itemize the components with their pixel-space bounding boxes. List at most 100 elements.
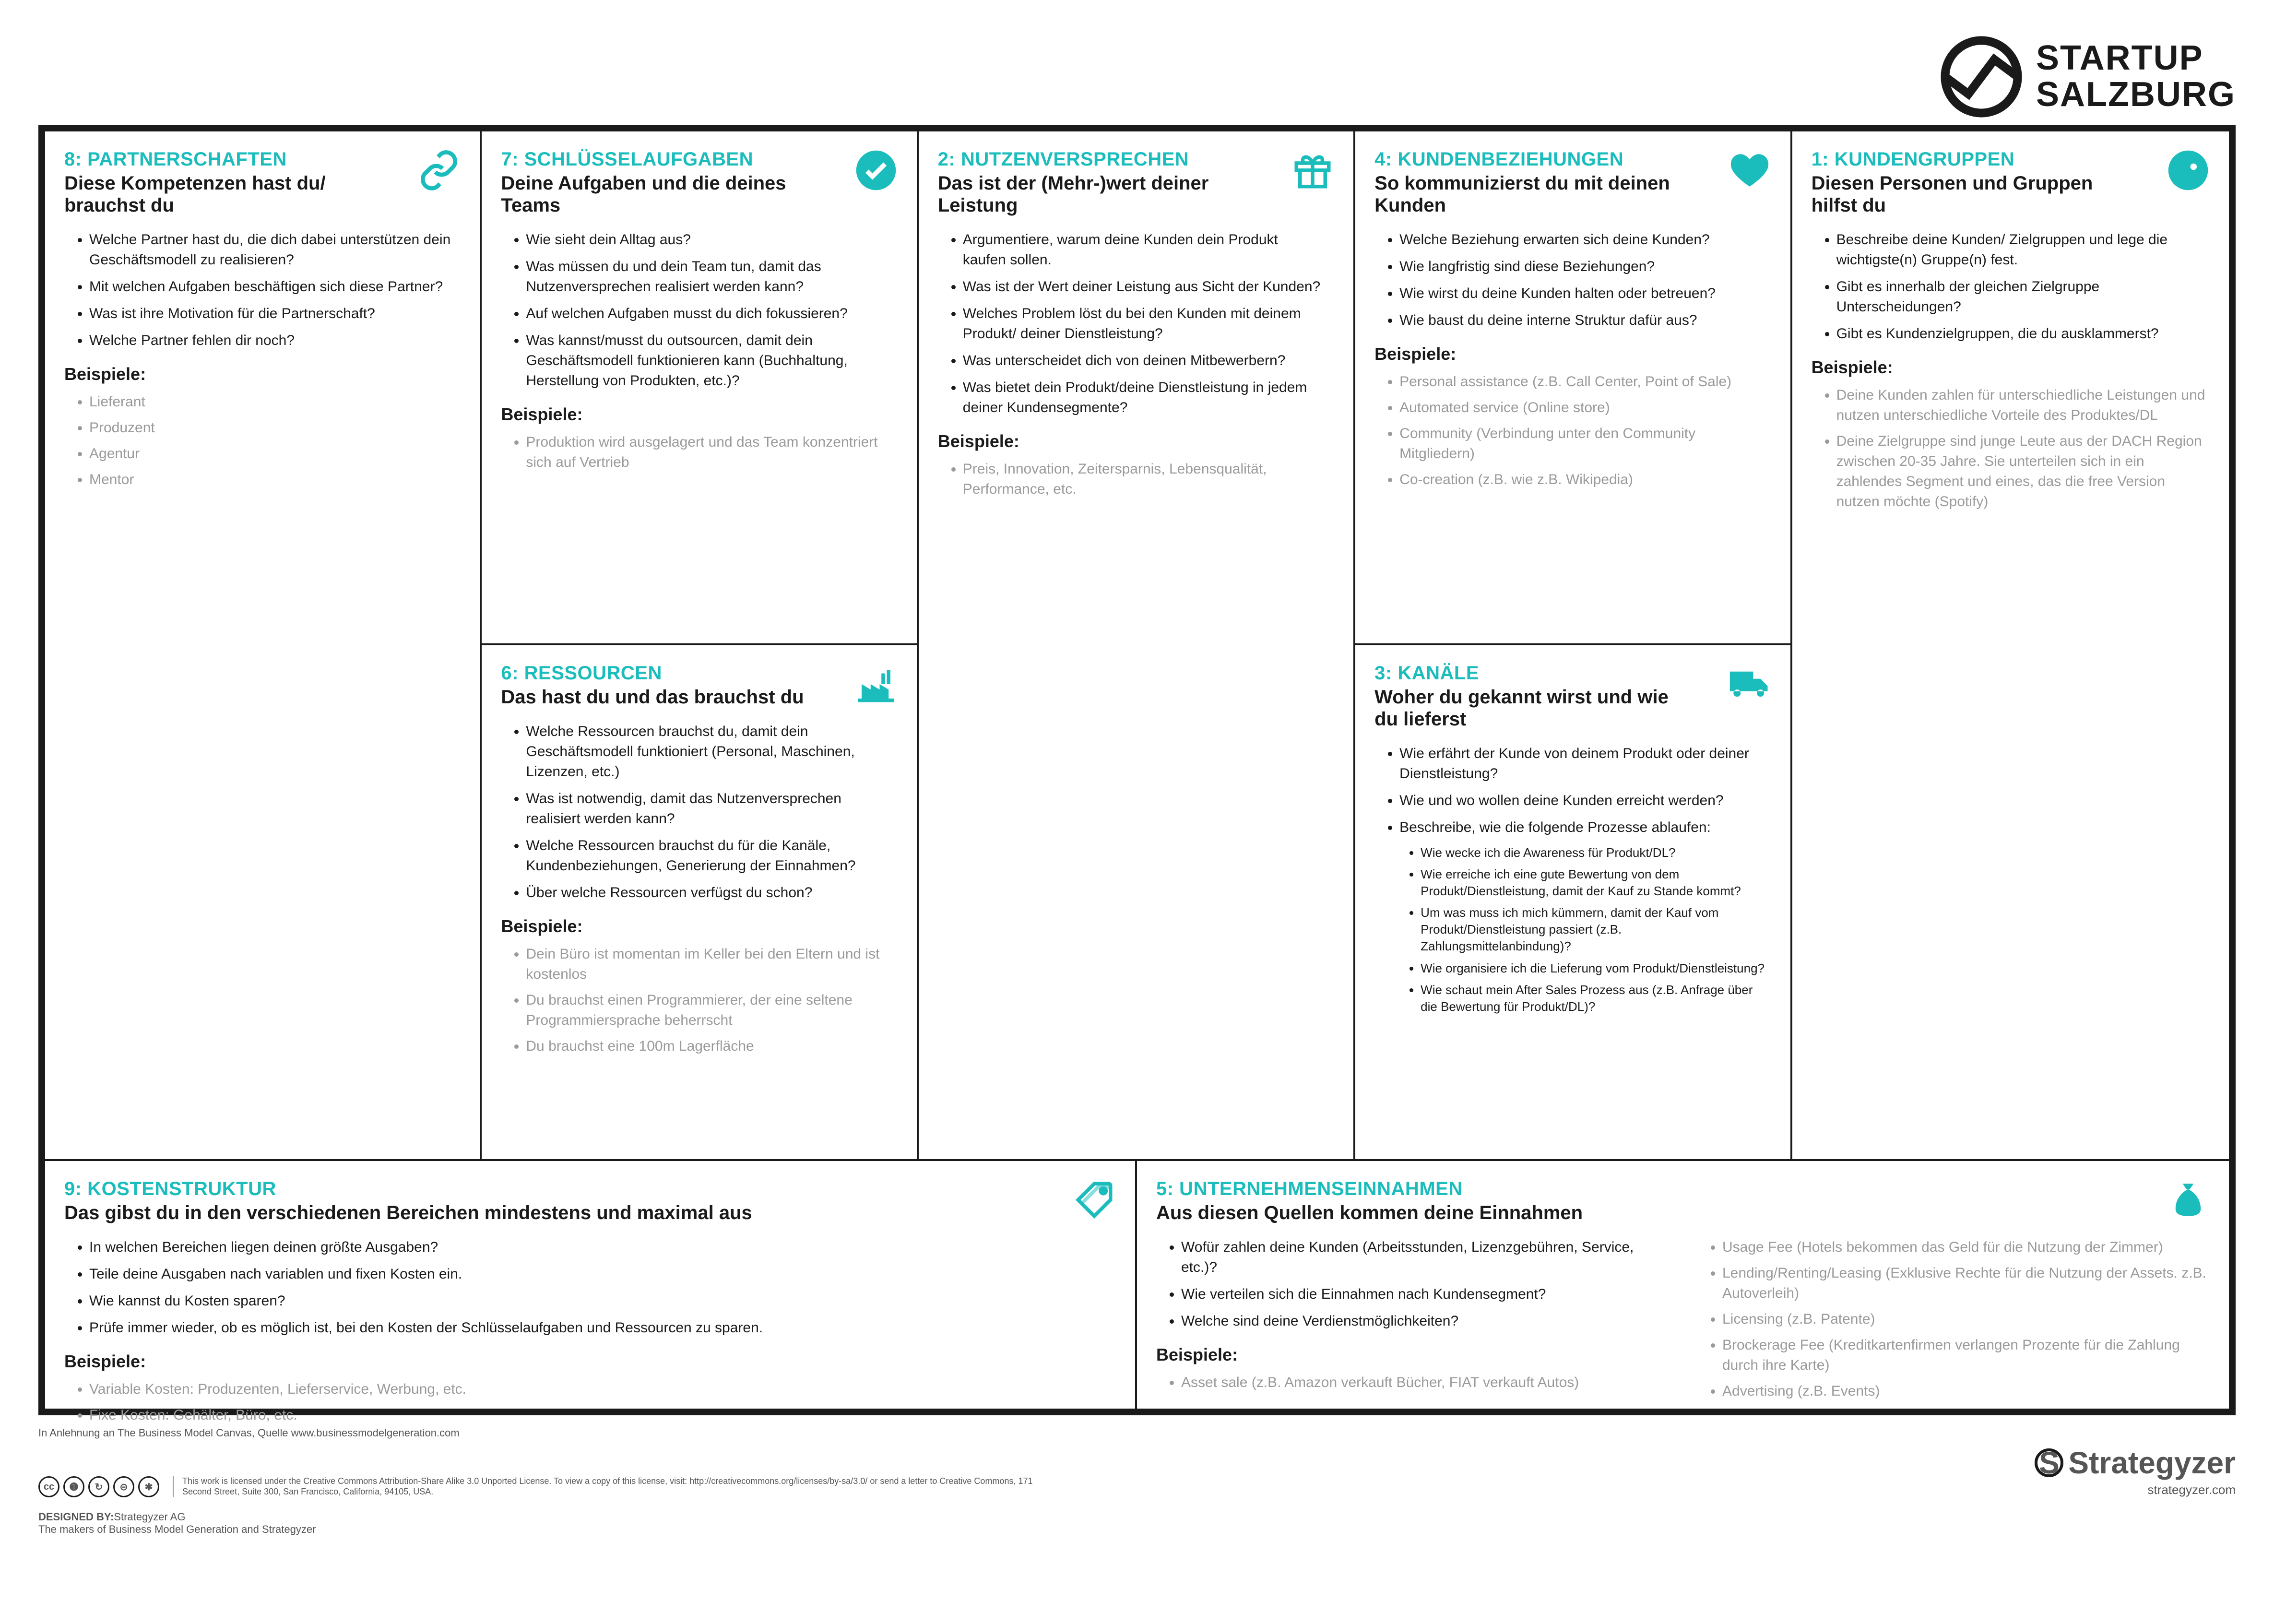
cc-icon: cc bbox=[38, 1476, 59, 1497]
header: STARTUP SALZBURG bbox=[38, 29, 2236, 125]
cell-subtitle: Das gibst du in den verschiedenen Bereic… bbox=[64, 1202, 1011, 1224]
business-model-canvas: 8: PARTNERSCHAFTEN Diese Kompetenzen has… bbox=[38, 125, 2236, 1415]
cell-title: 5: UNTERNEHMENSEINNAHMEN bbox=[1156, 1178, 2210, 1200]
brand-logo: STARTUP SALZBURG bbox=[1938, 34, 2236, 120]
list-item: Lieferant bbox=[89, 392, 461, 412]
list-item: Deine Zielgruppe sind junge Leute aus de… bbox=[1836, 431, 2210, 512]
list-item: Um was muss ich mich kümmern, damit der … bbox=[1421, 904, 1771, 955]
cell-title: 9: KOSTENSTRUKTUR bbox=[64, 1178, 1116, 1200]
list-item: Argumentiere, warum deine Kunden dein Pr… bbox=[963, 230, 1334, 270]
list-item: Gibt es innerhalb der gleichen Zielgrupp… bbox=[1836, 277, 2210, 317]
list-item: Welche Partner hast du, die dich dabei u… bbox=[89, 230, 461, 270]
list-item: Was bietet dein Produkt/deine Dienstleis… bbox=[963, 378, 1334, 418]
brand-line2: SALZBURG bbox=[2036, 77, 2236, 113]
list-item: Was unterscheidet dich von deinen Mitbew… bbox=[963, 351, 1334, 371]
examples-head: Beispiele: bbox=[1812, 357, 2210, 378]
list-item: Du brauchst eine 100m Lagerfläche bbox=[526, 1036, 897, 1056]
list-item: Wofür zahlen deine Kunden (Arbeitsstunde… bbox=[1181, 1237, 1669, 1278]
strategyzer-logo: S Strategyzer strategyzer.com bbox=[2035, 1445, 2236, 1497]
list-item: Was müssen du und dein Team tun, damit d… bbox=[526, 257, 897, 297]
list-item: Wie wecke ich die Awareness für Produkt/… bbox=[1421, 844, 1771, 861]
list-item: Wie erreiche ich eine gute Bewertung von… bbox=[1421, 866, 1771, 900]
cell-value-proposition: 2: NUTZENVERSPRECHEN Das ist der (Mehr-)… bbox=[919, 131, 1353, 1159]
footer-license: This work is licensed under the Creative… bbox=[173, 1476, 1036, 1497]
examples-list: Dein Büro ist momentan im Keller bei den… bbox=[526, 944, 897, 1056]
check-circle-icon bbox=[854, 149, 898, 194]
list-item: Gibt es Kundenzielgruppen, die du auskla… bbox=[1836, 324, 2210, 344]
cell-subtitle: Woher du gekannt wirst und wie du liefer… bbox=[1374, 686, 1692, 730]
strategyzer-url: strategyzer.com bbox=[2147, 1482, 2236, 1497]
list-item: Über welche Ressourcen verfügst du schon… bbox=[526, 883, 897, 903]
list-item: Brockerage Fee (Kreditkartenfirmen verla… bbox=[1722, 1335, 2210, 1375]
cell-subtitle: Das hast du und das brauchst du bbox=[501, 686, 818, 708]
list-item: Wie baust du deine interne Struktur dafü… bbox=[1399, 310, 1771, 331]
cell-subtitle: Deine Aufgaben und die deines Teams bbox=[501, 172, 818, 216]
question-list: Beschreibe deine Kunden/ Zielgruppen und… bbox=[1836, 230, 2210, 344]
examples-head: Beispiele: bbox=[1156, 1345, 1669, 1365]
list-item: Wie langfristig sind diese Beziehungen? bbox=[1399, 257, 1771, 277]
list-item: Welche Ressourcen brauchst du, damit dei… bbox=[526, 722, 897, 782]
cell-subtitle: Diesen Personen und Gruppen hilfst du bbox=[1812, 172, 2130, 216]
examples-list: Asset sale (z.B. Amazon verkauft Bücher,… bbox=[1181, 1373, 1669, 1393]
examples-head: Beispiele: bbox=[501, 404, 897, 425]
cell-subtitle: So kommunizierst du mit deinen Kunden bbox=[1374, 172, 1692, 216]
cell-title: 4: KUNDENBEZIEHUNGEN bbox=[1374, 149, 1771, 170]
user-icon bbox=[2167, 149, 2210, 194]
cell-title: 6: RESSOURCEN bbox=[501, 663, 897, 684]
list-item: Welche Partner fehlen dir noch? bbox=[89, 331, 461, 351]
list-item: Wie wirst du deine Kunden halten oder be… bbox=[1399, 284, 1771, 304]
list-item: Variable Kosten: Produzenten, Lieferserv… bbox=[89, 1379, 1116, 1399]
cell-title: 1: KUNDENGRUPPEN bbox=[1812, 149, 2210, 170]
list-item: Licensing (z.B. Patente) bbox=[1722, 1309, 2210, 1329]
examples-list: Produktion wird ausgelagert und das Team… bbox=[526, 432, 897, 473]
gift-icon bbox=[1291, 149, 1334, 194]
examples-head: Beispiele: bbox=[938, 431, 1334, 451]
list-item: Auf welchen Aufgaben musst du dich fokus… bbox=[526, 304, 897, 324]
cc-nd-icon: ⊝ bbox=[113, 1476, 134, 1497]
examples-head: Beispiele: bbox=[64, 1351, 1116, 1372]
link-icon bbox=[417, 149, 461, 194]
cell-subtitle: Aus diesen Quellen kommen deine Einnahme… bbox=[1156, 1202, 2104, 1224]
cell-activities: 7: SCHLÜSSELAUFGABEN Deine Aufgaben und … bbox=[482, 131, 916, 645]
list-item: Beschreibe, wie die folgende Prozesse ab… bbox=[1399, 818, 1771, 838]
strategyzer-name: Strategyzer bbox=[2068, 1445, 2236, 1481]
sub-question-list: Wie wecke ich die Awareness für Produkt/… bbox=[1421, 844, 1771, 1015]
question-list: Welche Partner hast du, die dich dabei u… bbox=[89, 230, 461, 351]
examples-head: Beispiele: bbox=[64, 364, 461, 384]
list-item: Fixe Kosten: Gehälter, Büro, etc. bbox=[89, 1405, 1116, 1425]
question-list: Wie sieht dein Alltag aus? Was müssen du … bbox=[526, 230, 897, 391]
cc-icons: cc ➊ ↻ ⊝ ✱ bbox=[38, 1476, 159, 1497]
examples-list: Lieferant Produzent Agentur Mentor bbox=[89, 392, 461, 490]
question-list: Wie erfährt der Kunde von deinem Produkt… bbox=[1399, 744, 1771, 838]
examples-list: Preis, Innovation, Zeitersparnis, Lebens… bbox=[963, 459, 1334, 499]
list-item: Prüfe immer wieder, ob es möglich ist, b… bbox=[89, 1318, 1116, 1338]
list-item: Usage Fee (Hotels bekommen das Geld für … bbox=[1722, 1237, 2210, 1257]
cell-segments: 1: KUNDENGRUPPEN Diesen Personen und Gru… bbox=[1792, 131, 2229, 1159]
list-item: Was ist notwendig, damit das Nutzenversp… bbox=[526, 789, 897, 829]
list-item: Welche Ressourcen brauchst du für die Ka… bbox=[526, 836, 897, 876]
list-item: Personal assistance (z.B. Call Center, P… bbox=[1399, 372, 1771, 392]
list-item: Mentor bbox=[89, 470, 461, 490]
cell-partnerships: 8: PARTNERSCHAFTEN Diese Kompetenzen has… bbox=[45, 131, 480, 1159]
cell-subtitle: Diese Kompetenzen hast du/ brauchst du bbox=[64, 172, 381, 216]
cell-title: 2: NUTZENVERSPRECHEN bbox=[938, 149, 1334, 170]
cell-relations: 4: KUNDENBEZIEHUNGEN So kommunizierst du… bbox=[1355, 131, 1790, 645]
list-item: Preis, Innovation, Zeitersparnis, Lebens… bbox=[963, 459, 1334, 499]
list-item: Community (Verbindung unter den Communit… bbox=[1399, 424, 1771, 464]
cell-subtitle: Das ist der (Mehr-)wert deiner Leistung bbox=[938, 172, 1255, 216]
truck-icon bbox=[1728, 663, 1771, 708]
list-item: Mit welchen Aufgaben beschäftigen sich d… bbox=[89, 277, 461, 297]
list-item: Wie erfährt der Kunde von deinem Produkt… bbox=[1399, 744, 1771, 784]
question-list: In welchen Bereichen liegen deinen größt… bbox=[89, 1237, 1116, 1338]
designed-by: DESIGNED BY:Strategyzer AG The makers of… bbox=[38, 1511, 2236, 1536]
list-item: Wie sieht dein Alltag aus? bbox=[526, 230, 897, 250]
list-item: Produzent bbox=[89, 418, 461, 438]
list-item: Agentur bbox=[89, 444, 461, 464]
list-item: Was kannst/musst du outsourcen, damit de… bbox=[526, 331, 897, 391]
list-item: Beschreibe deine Kunden/ Zielgruppen und… bbox=[1836, 230, 2210, 270]
brand-line1: STARTUP bbox=[2036, 40, 2236, 77]
list-item: Deine Kunden zahlen für unterschiedliche… bbox=[1836, 385, 2210, 426]
examples-list-right: Usage Fee (Hotels bekommen das Geld für … bbox=[1722, 1237, 2210, 1401]
cell-title: 3: KANÄLE bbox=[1374, 663, 1771, 684]
examples-list: Variable Kosten: Produzenten, Lieferserv… bbox=[89, 1379, 1116, 1425]
